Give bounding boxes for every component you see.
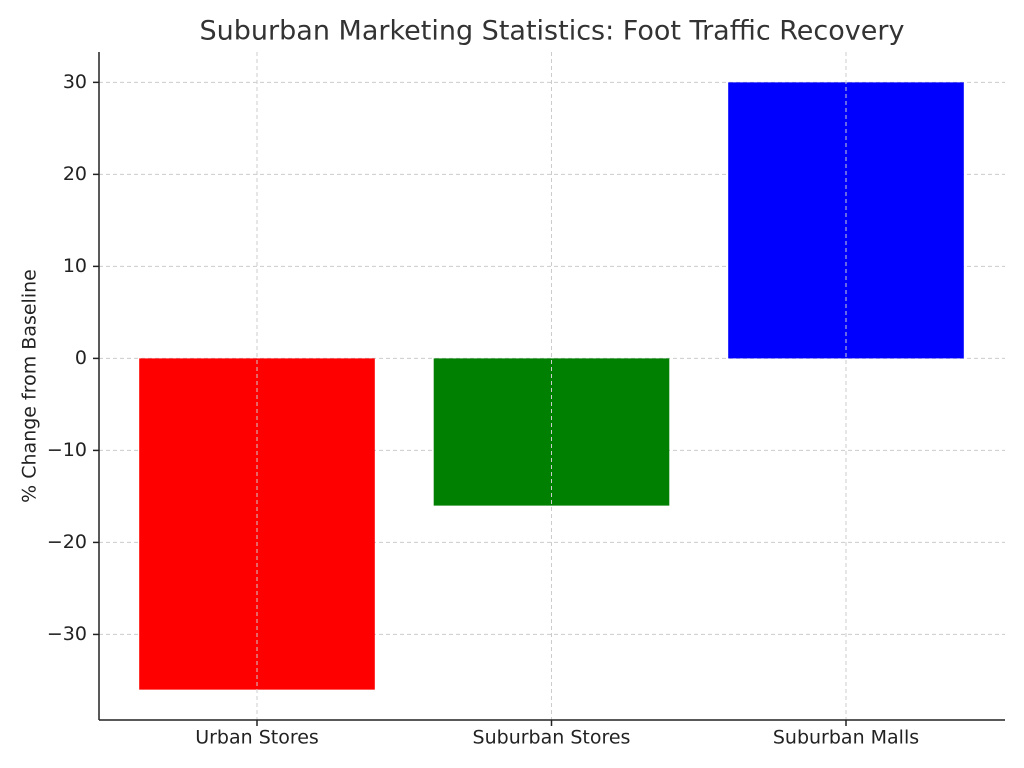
y-tick-label: 20	[63, 163, 87, 185]
x-tick-label: Suburban Stores	[473, 727, 631, 749]
chart-title: Suburban Marketing Statistics: Foot Traf…	[200, 16, 905, 47]
x-tick-label: Suburban Malls	[773, 727, 919, 749]
x-tick-label: Urban Stores	[195, 727, 319, 749]
y-tick-label: 0	[75, 347, 87, 369]
y-tick-label: 10	[63, 255, 87, 277]
y-tick-label: −10	[47, 439, 87, 461]
y-axis-label: % Change from Baseline	[19, 269, 41, 503]
y-tick-label: −30	[47, 623, 87, 645]
y-tick-label: −20	[47, 531, 87, 553]
y-tick-label: 30	[63, 71, 87, 93]
